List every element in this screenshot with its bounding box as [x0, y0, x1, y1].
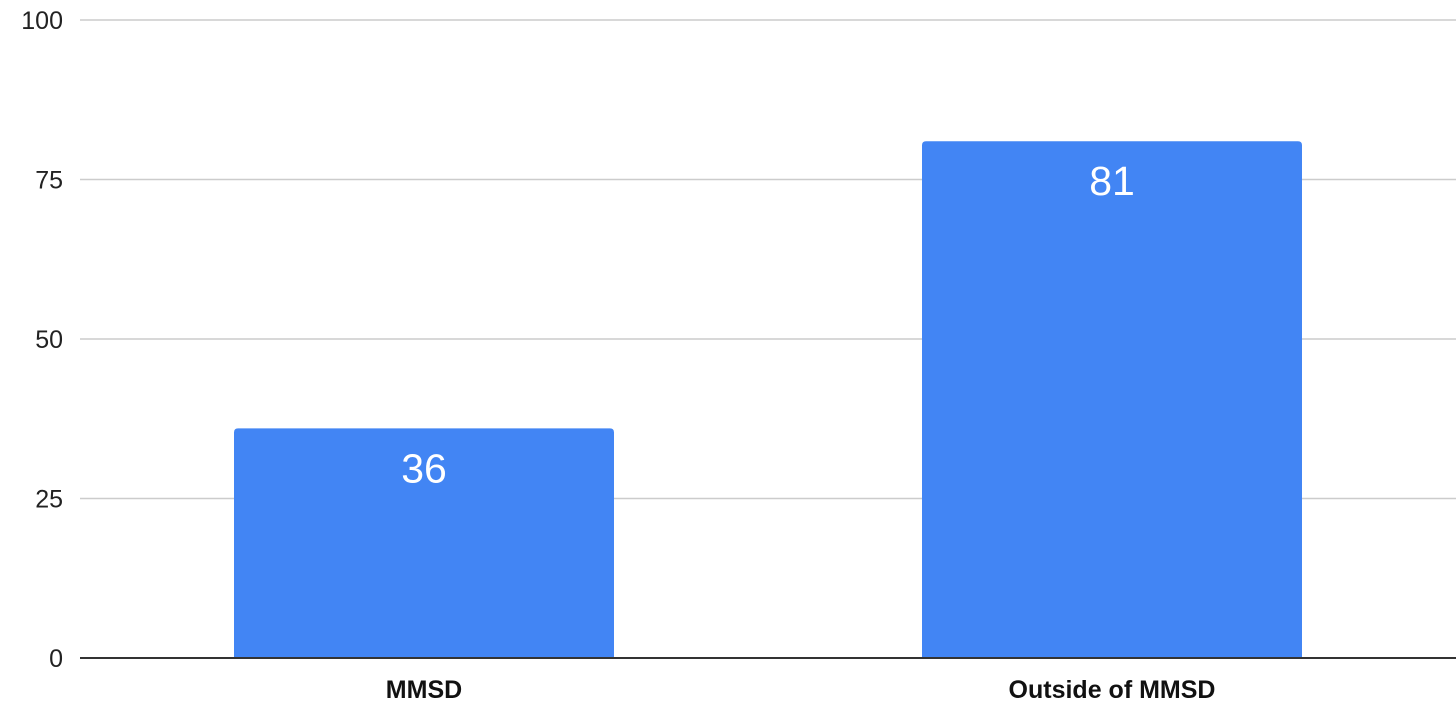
y-tick-label: 0 [49, 645, 63, 673]
x-axis-ticks: MMSD Outside of MMSD [386, 676, 1216, 703]
bars [234, 141, 1302, 659]
y-tick-label: 100 [21, 7, 63, 35]
x-tick-label: Outside of MMSD [1009, 676, 1216, 703]
data-labels: 36 81 [401, 158, 1135, 491]
y-tick-label: 50 [35, 326, 63, 354]
bar-outside-of-mmsd [922, 141, 1302, 659]
y-tick-label: 75 [35, 167, 63, 195]
y-tick-label: 25 [35, 486, 63, 514]
data-label: 81 [1089, 158, 1135, 204]
data-label: 36 [401, 445, 447, 491]
x-tick-label: MMSD [386, 676, 462, 703]
y-axis-ticks: 0 25 50 75 100 [21, 7, 63, 673]
bar-mmsd [234, 428, 614, 658]
